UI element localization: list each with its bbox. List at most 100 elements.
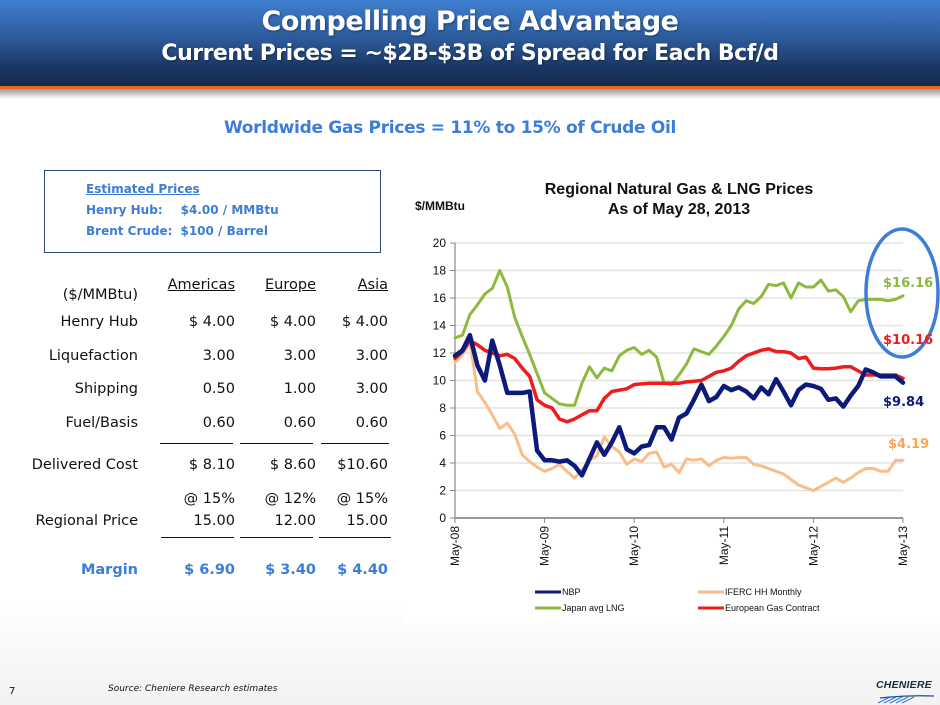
y-tick-label: 4 — [439, 456, 446, 470]
slide-subtitle: Current Prices = ~$2B-$3B of Spread for … — [161, 41, 779, 66]
cell-value: 3.00 — [283, 348, 316, 364]
slide-title: Compelling Price Advantage — [261, 6, 679, 37]
legend-item: IFERC HH Monthly — [698, 587, 802, 597]
slide-header: Compelling Price Advantage Current Price… — [0, 0, 940, 86]
cell-value: 15.00 — [193, 513, 235, 529]
series-line-nbp — [452, 332, 906, 478]
legend-label: NBP — [562, 587, 581, 597]
x-tick-label: May-12 — [806, 526, 820, 566]
y-tick-labels: 0 2 4 6 8 10 12 14 16 18 20 — [433, 236, 447, 525]
x-tick-label: May-08 — [448, 526, 462, 566]
legend: NBP IFERC HH Monthly Japan avg LNG European… — [535, 587, 820, 613]
legend-item: European Gas Contract — [698, 603, 820, 613]
cell-value: $ 3.40 — [265, 562, 316, 578]
brent-estimate: Brent Crude: $100 / Barrel — [86, 221, 380, 242]
legend-item: NBP — [535, 587, 581, 597]
henry-hub-estimate: Henry Hub: $4.00 / MMBtu — [86, 200, 380, 221]
row-label: Delivered Cost — [31, 457, 138, 473]
chart-subtitle: As of May 28, 2013 — [608, 201, 750, 218]
highlight-ellipse — [864, 227, 940, 359]
end-value-label: $10.16 — [883, 333, 933, 348]
row-label: Regional Price — [35, 513, 138, 529]
subtotal-rule — [321, 443, 389, 444]
cell-value: 3.00 — [202, 348, 235, 364]
source-note: Source: Cheniere Research estimates — [108, 684, 278, 694]
table-row: Henry Hub $ 4.00 $ 4.00 $ 4.00 — [0, 314, 400, 336]
margin-row: Margin $ 6.90 $ 3.40 $ 4.40 — [0, 562, 400, 584]
cell-value: $ 4.00 — [188, 314, 235, 330]
cell-value: $10.60 — [337, 457, 388, 473]
y-tick-label: 6 — [439, 429, 446, 443]
henry-hub-value: $4.00 / MMBtu — [180, 203, 279, 217]
estimated-prices-box: Estimated Prices Henry Hub: $4.00 / MMBtu… — [44, 170, 381, 253]
y-tick-label: 20 — [433, 236, 447, 250]
unit-label: ($/MMBtu) — [62, 287, 138, 303]
series-line-european-gas-contract — [453, 338, 905, 424]
y-tick-label: 12 — [433, 346, 447, 360]
table-row: Fuel/Basis 0.60 0.60 0.60 — [0, 415, 400, 437]
y-tick-label: 2 — [439, 484, 446, 498]
cell-value: $ 4.40 — [337, 562, 388, 578]
legend-label: European Gas Contract — [725, 603, 820, 613]
oil-percent-row: @ 15% @ 12% @ 15% — [0, 491, 400, 513]
axes — [450, 242, 904, 523]
price-chart: Regional Natural Gas & LNG Prices As of … — [405, 168, 940, 623]
chart-svg: Regional Natural Gas & LNG Prices As of … — [415, 181, 940, 613]
end-value-label: $16.16 — [883, 276, 933, 291]
cell-value: 0.60 — [355, 415, 388, 431]
x-tick-label: May-10 — [627, 526, 641, 566]
cell-value: 0.60 — [202, 415, 235, 431]
highlight-group: $16.16 $10.16 $9.84 $4.19 — [864, 227, 940, 452]
oil-percent: @ 12% — [264, 491, 316, 507]
y-tick-label: 10 — [433, 374, 447, 388]
page-number: 7 — [9, 686, 16, 697]
table-row: Liquefaction 3.00 3.00 3.00 — [0, 348, 400, 370]
column-header-asia: Asia — [357, 277, 388, 293]
legend-label: IFERC HH Monthly — [725, 587, 802, 597]
y-tick-label: 14 — [433, 319, 447, 333]
cell-value: $ 8.60 — [269, 457, 316, 473]
legend-item: Japan avg LNG — [535, 603, 625, 613]
row-label: Henry Hub — [60, 314, 138, 330]
brent-value: $100 / Barrel — [180, 224, 268, 238]
brent-label: Brent Crude: — [86, 224, 173, 238]
row-label: Fuel/Basis — [65, 415, 138, 431]
cell-value: 3.00 — [355, 348, 388, 364]
table-header-row: ($/MMBtu) Americas Europe Asia — [0, 277, 400, 303]
cell-value: 12.00 — [274, 513, 316, 529]
subtotal-rule — [319, 537, 391, 538]
x-tick-label: May-09 — [538, 526, 552, 566]
cell-value: 0.50 — [202, 381, 235, 397]
y-tick-label: 16 — [433, 291, 447, 305]
subtotal-rule — [240, 443, 313, 444]
column-header-europe: Europe — [265, 277, 316, 293]
end-value-label: $9.84 — [883, 395, 924, 410]
series-line-japan-avg-lng — [453, 269, 905, 407]
cell-value: $ 4.00 — [341, 314, 388, 330]
regional-price-row: Regional Price 15.00 12.00 15.00 — [0, 513, 400, 535]
row-label: Shipping — [74, 381, 138, 397]
estimated-prices-title: Estimated Prices — [86, 182, 200, 196]
logo-text: CHENIERE — [876, 679, 932, 691]
logo-swoosh-icon — [877, 695, 935, 704]
henry-hub-label: Henry Hub: — [86, 203, 163, 217]
x-tick-labels: May-08 May-09 May-10 May-11 May-12 May-13 — [448, 526, 910, 566]
header-shadow — [0, 89, 940, 99]
y-tick-label: 0 — [439, 511, 446, 525]
x-tick-label: May-11 — [717, 526, 731, 565]
headline: Worldwide Gas Prices = 11% to 15% of Cru… — [223, 118, 677, 138]
cheniere-logo: CHENIERE — [876, 679, 936, 704]
column-header-americas: Americas — [167, 277, 235, 293]
subtotal-rule — [161, 537, 234, 538]
series-lines — [452, 269, 906, 492]
subtotal-rule — [240, 537, 313, 538]
cell-value: $ 6.90 — [184, 562, 235, 578]
cell-value: 0.60 — [283, 415, 316, 431]
oil-percent: @ 15% — [183, 491, 235, 507]
cell-value: 15.00 — [346, 513, 388, 529]
cell-value: 1.00 — [283, 381, 316, 397]
chart-title: Regional Natural Gas & LNG Prices — [545, 181, 814, 198]
cell-value: 3.00 — [355, 381, 388, 397]
series-line-iferc-hh-monthly — [453, 340, 905, 492]
subtotal-rule — [160, 443, 233, 444]
